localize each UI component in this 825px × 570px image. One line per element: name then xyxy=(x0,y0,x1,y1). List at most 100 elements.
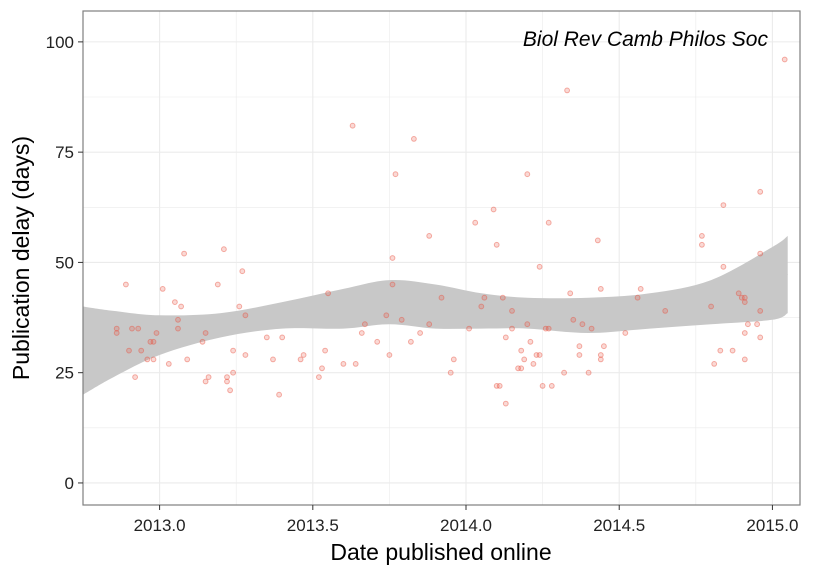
y-tick-label: 25 xyxy=(55,364,74,383)
data-point xyxy=(536,263,543,270)
data-point xyxy=(539,383,546,389)
data-point xyxy=(126,347,132,354)
data-point xyxy=(352,361,359,367)
data-point xyxy=(279,334,286,341)
data-point xyxy=(588,325,595,332)
data-point xyxy=(515,365,521,372)
data-point xyxy=(227,387,234,394)
data-point xyxy=(781,56,788,63)
data-point xyxy=(548,383,555,389)
plot-panel xyxy=(83,11,800,505)
data-point xyxy=(224,378,230,385)
data-point xyxy=(576,352,583,358)
data-point xyxy=(502,334,509,341)
x-tick-label: 2013.5 xyxy=(287,516,339,535)
data-point xyxy=(597,352,604,358)
data-point xyxy=(637,286,644,292)
data-point xyxy=(205,374,212,381)
smooth-band xyxy=(83,235,788,395)
y-axis-title: Publication delay (days) xyxy=(8,136,34,380)
data-point xyxy=(564,87,570,94)
data-point xyxy=(524,171,531,178)
x-axis-ticks: 2013.0 2013.5 2014.0 2014.5 2015.0 xyxy=(134,505,798,535)
data-point xyxy=(358,330,365,336)
data-point xyxy=(530,361,537,367)
data-point xyxy=(325,290,332,297)
data-point xyxy=(175,325,181,332)
data-point xyxy=(450,356,457,363)
data-point xyxy=(561,369,567,376)
plot-border xyxy=(82,10,801,506)
data-point xyxy=(150,338,157,345)
x-tick-label: 2013.0 xyxy=(134,516,186,535)
data-point xyxy=(720,263,727,270)
data-point xyxy=(322,347,329,354)
data-point xyxy=(221,246,227,253)
y-axis-ticks: 0 25 50 75 100 xyxy=(46,33,83,493)
data-point xyxy=(738,294,745,301)
data-point xyxy=(224,374,230,381)
data-point xyxy=(585,369,592,376)
data-points xyxy=(113,56,788,407)
data-point xyxy=(757,250,764,257)
data-point xyxy=(426,233,433,239)
data-point xyxy=(175,316,181,323)
y-tick-label: 0 xyxy=(65,474,74,493)
data-point xyxy=(509,308,515,314)
data-point xyxy=(178,303,185,310)
data-point xyxy=(576,343,583,350)
data-point xyxy=(132,374,139,381)
data-point xyxy=(741,330,748,336)
data-point xyxy=(297,356,304,363)
data-point xyxy=(263,334,270,341)
data-point xyxy=(144,356,151,363)
data-point xyxy=(524,321,531,328)
data-point xyxy=(634,294,641,301)
data-point xyxy=(138,347,145,354)
data-point xyxy=(165,361,172,367)
data-point xyxy=(181,250,188,257)
data-point xyxy=(153,330,160,336)
data-point xyxy=(536,352,543,358)
data-point xyxy=(386,352,393,358)
x-tick-label: 2014.0 xyxy=(440,516,492,535)
data-point xyxy=(545,325,552,332)
data-point xyxy=(579,321,586,328)
data-point xyxy=(392,171,399,178)
data-point xyxy=(466,325,473,332)
data-point xyxy=(113,330,120,336)
data-point xyxy=(509,325,515,332)
x-axis-title: Date published online xyxy=(330,539,551,565)
data-point xyxy=(199,338,206,345)
x-tick-label: 2015.0 xyxy=(746,516,798,535)
data-point xyxy=(567,290,574,297)
data-point xyxy=(236,303,243,310)
data-point xyxy=(708,303,714,310)
data-point xyxy=(319,365,325,372)
data-point xyxy=(741,299,748,306)
smooth-line xyxy=(82,274,788,352)
data-point xyxy=(472,219,479,226)
data-point xyxy=(129,325,135,332)
data-point xyxy=(408,338,414,345)
y-tick-label: 50 xyxy=(55,253,74,272)
data-point xyxy=(362,321,368,328)
data-point xyxy=(601,343,607,350)
data-point xyxy=(594,237,601,244)
data-point xyxy=(622,330,629,336)
data-point xyxy=(570,316,577,323)
data-point xyxy=(521,356,528,363)
data-point xyxy=(597,286,604,292)
data-point xyxy=(542,325,549,332)
x-tick-label: 2014.5 xyxy=(593,516,645,535)
data-point xyxy=(699,233,705,239)
data-point xyxy=(123,281,129,288)
data-point xyxy=(417,330,424,336)
data-point xyxy=(735,290,742,297)
data-point xyxy=(493,241,500,248)
data-point xyxy=(270,356,276,363)
data-point xyxy=(499,294,506,301)
data-point xyxy=(490,206,497,213)
data-point xyxy=(757,188,764,195)
data-point xyxy=(720,202,727,209)
